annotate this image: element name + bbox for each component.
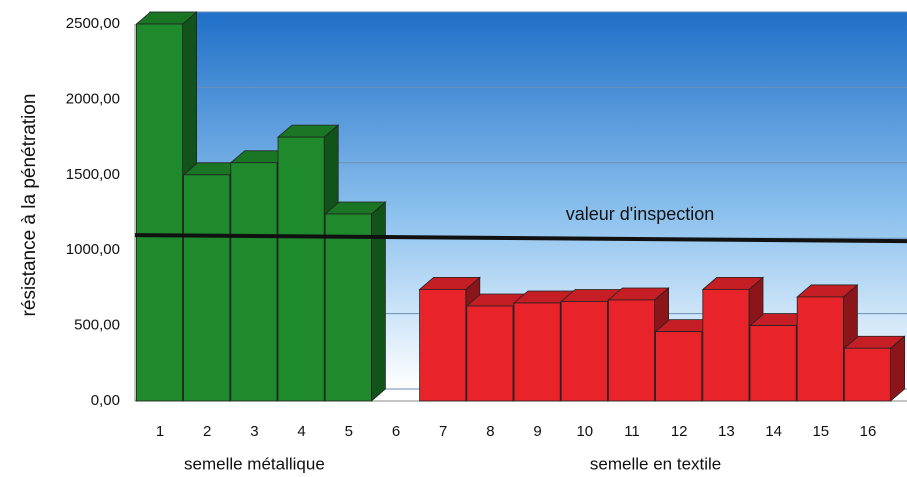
y-tick-label: 500,00 — [74, 317, 120, 334]
x-tick-label: 10 — [576, 423, 593, 440]
x-tick-label: 9 — [533, 423, 541, 440]
bar — [230, 162, 278, 402]
bar — [749, 325, 797, 402]
x-tick-label: 13 — [718, 423, 735, 440]
y-tick-label: 1000,00 — [66, 241, 120, 258]
reference-line — [134, 233, 907, 244]
bar — [277, 136, 325, 402]
bar — [135, 23, 183, 402]
group-label: semelle métallique — [184, 454, 325, 473]
x-tick-label: 11 — [624, 423, 640, 440]
x-tick-label: 14 — [765, 423, 782, 440]
x-tick-label: 15 — [812, 423, 829, 440]
bar — [844, 347, 892, 402]
x-tick-label: 3 — [250, 423, 258, 440]
x-tick-label: 12 — [671, 423, 688, 440]
y-tick-label: 1500,00 — [66, 166, 120, 183]
bar — [608, 299, 656, 402]
bar — [324, 213, 372, 402]
bar — [183, 174, 231, 402]
x-tick-label: 7 — [439, 423, 447, 440]
bar — [796, 296, 844, 402]
group-label: semelle en textile — [590, 454, 721, 473]
bar — [513, 302, 561, 402]
bar — [466, 305, 514, 402]
x-tick-label: 1 — [156, 423, 164, 440]
reference-label: valeur d'inspection — [566, 204, 715, 224]
x-tick-label: 5 — [345, 423, 353, 440]
x-tick-label: 16 — [860, 423, 877, 440]
bar-side — [370, 201, 386, 402]
y-tick-label: 0,00 — [91, 392, 120, 409]
y-tick-label: 2000,00 — [66, 90, 120, 107]
x-tick-label: 4 — [297, 423, 305, 440]
x-tick-label: 8 — [486, 423, 494, 440]
y-tick-label: 2500,00 — [66, 15, 120, 32]
bar — [702, 289, 750, 402]
bar — [560, 301, 608, 402]
bar — [655, 331, 703, 402]
x-tick-label: 6 — [392, 423, 400, 440]
x-tick-label: 2 — [203, 423, 211, 440]
y-axis-label: résistance à la pénétration — [19, 94, 40, 317]
bar — [419, 289, 467, 402]
